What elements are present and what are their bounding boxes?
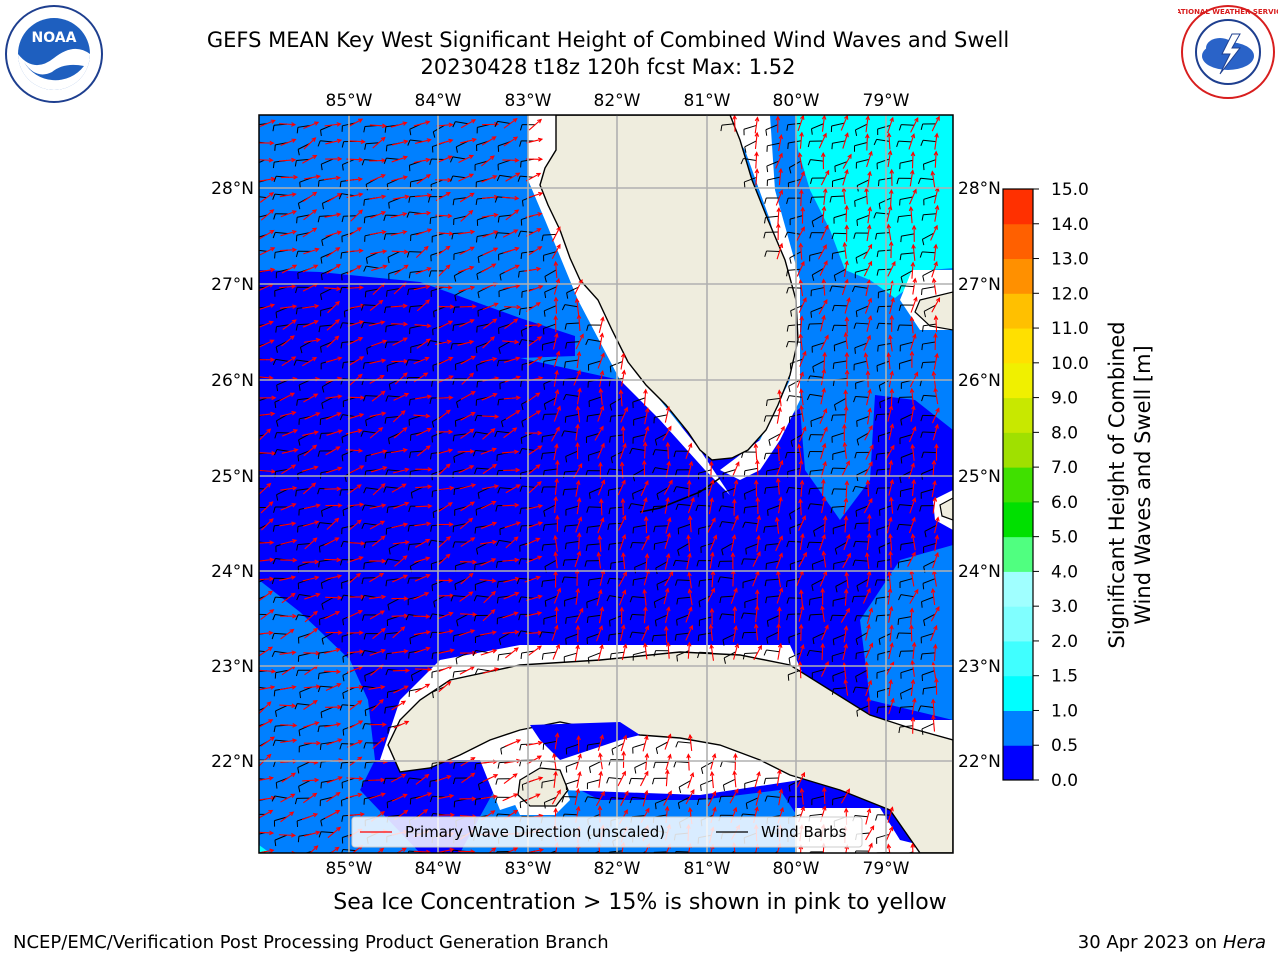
noaa-logo-text: NOAA bbox=[32, 30, 77, 46]
lon-tick-top: 79°W bbox=[863, 91, 910, 111]
lon-tick-bottom: 83°W bbox=[505, 859, 552, 879]
colorbar-segment bbox=[1003, 501, 1033, 538]
cuba-bay-water bbox=[530, 722, 640, 760]
colorbar-segment bbox=[1003, 536, 1033, 572]
colorbar-segment bbox=[1003, 362, 1033, 399]
colorbar-label-line1: Significant Height of Combined bbox=[1105, 321, 1129, 648]
lon-tick-bottom: 80°W bbox=[773, 859, 820, 879]
lon-tick-top: 84°W bbox=[415, 91, 462, 111]
colorbar-segment bbox=[1003, 189, 1033, 225]
colorbar-tick: 13.0 bbox=[1051, 250, 1089, 270]
host-text: Hera bbox=[1222, 932, 1266, 953]
map-subtitle: 20230428 t18z 120h fcst Max: 1.52 bbox=[420, 55, 796, 79]
map-frame bbox=[258, 114, 954, 854]
lon-ticks-bottom: 85°W 84°W 83°W 82°W 81°W 80°W 79°W bbox=[326, 859, 910, 879]
nws-logo-text: NATIONAL WEATHER SERVICE bbox=[1178, 8, 1278, 16]
colorbar-segment bbox=[1003, 223, 1033, 260]
colorbar-segment bbox=[1003, 710, 1033, 746]
colorbar-tick: 3.0 bbox=[1051, 597, 1078, 617]
colorbar-tick: 11.0 bbox=[1051, 319, 1089, 339]
lat-tick-right: 24°N bbox=[958, 562, 1001, 582]
noaa-logo-icon: NOAA bbox=[5, 5, 103, 103]
credit-text: NCEP/EMC/Verification Post Processing Pr… bbox=[13, 932, 609, 953]
wave-field-west bbox=[259, 580, 420, 853]
colorbar: 0.0 0.5 1.0 1.5 2.0 3.0 4.0 5.0 6.0 7.0 8.0 9.0 10.0… bbox=[1002, 180, 1089, 791]
grid-lines bbox=[259, 115, 953, 853]
lat-ticks-left: 28°N 27°N 26°N 25°N 24°N 23°N 22°N bbox=[211, 179, 254, 772]
colorbar-tick: 1.5 bbox=[1051, 667, 1078, 687]
lat-tick-left: 23°N bbox=[211, 657, 254, 677]
colorbar-segment bbox=[1003, 571, 1033, 607]
colorbar-segment bbox=[1003, 258, 1033, 294]
colorbar-title: Significant Height of Combined Wind Wave… bbox=[1105, 321, 1155, 648]
colorbar-tick: 8.0 bbox=[1051, 423, 1078, 443]
colorbar-segment bbox=[1003, 397, 1033, 433]
lat-tick-right: 26°N bbox=[958, 371, 1001, 391]
cuba-land bbox=[387, 651, 953, 853]
colorbar-tick: 10.0 bbox=[1051, 354, 1089, 374]
lon-tick-top: 81°W bbox=[684, 91, 731, 111]
lat-tick-right: 25°N bbox=[958, 467, 1001, 487]
colorbar-label-line2: Wind Waves and Swell [m] bbox=[1131, 345, 1155, 625]
date-credit: 30 Apr 2023 on Hera bbox=[1078, 932, 1266, 953]
bahamas-land-2 bbox=[939, 497, 953, 521]
colorbar-segment bbox=[1003, 432, 1033, 468]
sea-ice-note: Sea Ice Concentration > 15% is shown in … bbox=[333, 890, 947, 915]
bahamas-land bbox=[914, 291, 953, 331]
lat-tick-left: 28°N bbox=[211, 179, 254, 199]
lon-tick-top: 82°W bbox=[594, 91, 641, 111]
legend-wind-label: Wind Barbs bbox=[761, 823, 847, 841]
lon-tick-bottom: 82°W bbox=[594, 859, 641, 879]
lat-tick-right: 27°N bbox=[958, 275, 1001, 295]
map-legend: Primary Wave Direction (unscaled) Wind B… bbox=[351, 816, 863, 848]
lat-ticks-right: 28°N 27°N 26°N 25°N 24°N 23°N 22°N bbox=[958, 179, 1001, 772]
colorbar-tick: 5.0 bbox=[1051, 528, 1078, 548]
nws-logo-icon: NATIONAL WEATHER SERVICE bbox=[1178, 5, 1278, 99]
colorbar-tick: 12.0 bbox=[1051, 284, 1089, 304]
colorbar-tick: 1.0 bbox=[1051, 701, 1078, 721]
lat-tick-right: 28°N bbox=[958, 179, 1001, 199]
colorbar-segment bbox=[1003, 606, 1033, 642]
colorbar-segment bbox=[1003, 467, 1033, 503]
colorbar-tick: 14.0 bbox=[1051, 215, 1089, 235]
lat-tick-left: 24°N bbox=[211, 562, 254, 582]
colorbar-tick: 2.0 bbox=[1051, 632, 1078, 652]
lon-tick-bottom: 79°W bbox=[863, 859, 910, 879]
colorbar-segment bbox=[1003, 293, 1033, 329]
lon-tick-bottom: 81°W bbox=[684, 859, 731, 879]
lon-tick-top: 83°W bbox=[505, 91, 552, 111]
colorbar-tick: 7.0 bbox=[1051, 458, 1078, 478]
lat-tick-left: 25°N bbox=[211, 467, 254, 487]
colorbar-tick: 6.0 bbox=[1051, 493, 1078, 513]
lon-tick-top: 85°W bbox=[326, 91, 373, 111]
lat-tick-right: 23°N bbox=[958, 657, 1001, 677]
lon-tick-top: 80°W bbox=[773, 91, 820, 111]
lat-tick-left: 27°N bbox=[211, 275, 254, 295]
colorbar-tick: 0.0 bbox=[1051, 771, 1078, 791]
lat-tick-left: 26°N bbox=[211, 371, 254, 391]
map-title: GEFS MEAN Key West Significant Height of… bbox=[206, 28, 1010, 52]
colorbar-tick: 0.5 bbox=[1051, 736, 1078, 756]
lat-tick-right: 22°N bbox=[958, 752, 1001, 772]
colorbar-tick: 15.0 bbox=[1051, 180, 1089, 200]
legend-wave-label: Primary Wave Direction (unscaled) bbox=[405, 823, 665, 841]
colorbar-tick: 4.0 bbox=[1051, 562, 1078, 582]
date-text: 30 Apr 2023 on bbox=[1077, 932, 1223, 953]
colorbar-tick: 9.0 bbox=[1051, 389, 1078, 409]
lat-tick-left: 22°N bbox=[211, 752, 254, 772]
colorbar-segment bbox=[1003, 745, 1033, 781]
lon-ticks-top: 85°W 84°W 83°W 82°W 81°W 80°W 79°W bbox=[326, 91, 910, 111]
colorbar-segment bbox=[1003, 675, 1033, 711]
colorbar-segment bbox=[1003, 328, 1033, 364]
lon-tick-bottom: 84°W bbox=[415, 859, 462, 879]
lon-tick-bottom: 85°W bbox=[326, 859, 373, 879]
colorbar-segment bbox=[1003, 640, 1033, 677]
